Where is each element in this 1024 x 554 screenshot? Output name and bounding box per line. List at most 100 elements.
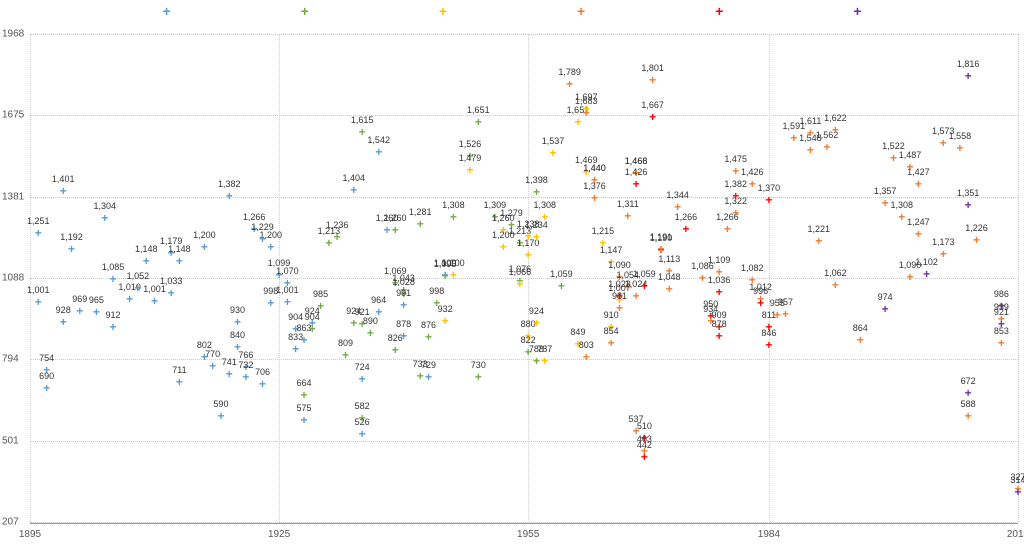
data-point: +981 — [616, 302, 623, 314]
gridline-horizontal — [30, 359, 1018, 360]
data-label: 1,440 — [583, 163, 606, 173]
legend-marker: + — [853, 4, 861, 18]
data-label: 833 — [288, 332, 303, 342]
data-label: 904 — [305, 312, 320, 322]
data-label: 1,028 — [392, 277, 415, 287]
data-point: +1,401 — [60, 185, 67, 197]
data-marker: + — [541, 355, 548, 367]
data-point: +955 — [774, 309, 781, 321]
data-marker: + — [915, 228, 922, 240]
data-marker: + — [824, 141, 831, 153]
data-point: +974 — [882, 303, 889, 315]
data-label: 921 — [355, 307, 370, 317]
data-marker: + — [234, 316, 241, 328]
plot-area: +1,251+1,001+754+690+1,401+928+1,192+969… — [30, 34, 1018, 522]
data-point: +1,651 — [574, 116, 581, 128]
data-label: 1,192 — [60, 232, 83, 242]
data-point: +991 — [400, 299, 407, 311]
data-marker: + — [400, 288, 407, 300]
data-marker: + — [591, 192, 598, 204]
y-tick-label: 1675 — [2, 110, 24, 121]
data-marker: + — [359, 318, 366, 330]
data-marker: + — [267, 241, 274, 253]
data-label: 1,001 — [143, 284, 166, 294]
data-point: +853 — [998, 337, 1005, 349]
data-label: 582 — [355, 401, 370, 411]
data-marker: + — [533, 355, 540, 367]
data-marker: + — [633, 178, 640, 190]
data-point: +729 — [425, 371, 432, 383]
data-label: 1,309 — [484, 200, 507, 210]
data-point: +904 — [309, 323, 316, 335]
data-marker: + — [998, 337, 1005, 349]
data-point: +510 — [641, 432, 648, 444]
data-point: +1,033 — [168, 287, 175, 299]
data-label: 1,260 — [376, 213, 399, 223]
data-label: 733 — [413, 359, 428, 369]
data-marker: + — [143, 255, 150, 267]
data-marker: + — [284, 296, 291, 308]
data-label: 732 — [238, 360, 253, 370]
legend-item: + — [715, 4, 723, 18]
data-marker: + — [666, 265, 673, 277]
data-marker: + — [242, 361, 249, 373]
data-point: +1,308 — [898, 211, 905, 223]
data-marker: + — [35, 296, 42, 308]
data-label: 934 — [703, 304, 718, 314]
data-point: +732 — [242, 371, 249, 383]
data-point: +890 — [367, 327, 374, 339]
data-label: 1,651 — [567, 105, 590, 115]
data-label: 1,548 — [799, 133, 822, 143]
y-tick-label: 1381 — [2, 191, 24, 202]
data-point: +930 — [234, 316, 241, 328]
data-marker: + — [467, 164, 474, 176]
data-marker: + — [516, 237, 523, 249]
data-point: +1,469 — [583, 166, 590, 178]
data-point: +921 — [359, 318, 366, 330]
data-label: 1,095 — [434, 259, 457, 269]
data-point: +1,200 — [500, 241, 507, 253]
data-label: 1,311 — [617, 199, 639, 209]
gridline-vertical — [769, 34, 770, 522]
data-label: 912 — [105, 310, 120, 320]
data-point: +1,789 — [566, 78, 573, 90]
data-marker: + — [973, 234, 980, 246]
data-marker: + — [350, 317, 357, 329]
data-point: +996 — [757, 297, 764, 309]
data-marker: + — [475, 371, 482, 383]
data-marker: + — [583, 103, 590, 115]
data-label: 1,007 — [608, 283, 631, 293]
data-point: +1,427 — [915, 178, 922, 190]
data-label: 1,466 — [625, 156, 648, 166]
data-marker: + — [375, 306, 382, 318]
data-marker: + — [43, 382, 50, 394]
data-point: +1,651 — [475, 116, 482, 128]
data-point: +1,281 — [417, 218, 424, 230]
data-marker: + — [749, 178, 756, 190]
data-point: +1,028 — [400, 288, 407, 300]
data-marker: + — [201, 351, 208, 363]
data-marker: + — [550, 147, 557, 159]
data-marker: + — [583, 351, 590, 363]
data-label: 1,200 — [193, 230, 216, 240]
data-point: +1,522 — [890, 152, 897, 164]
data-marker: + — [151, 295, 158, 307]
data-point: +1,251 — [35, 227, 42, 239]
data-point: +1,526 — [467, 150, 474, 162]
data-label: 724 — [355, 362, 370, 372]
data-label: 1,090 — [899, 260, 922, 270]
gridline-horizontal — [30, 197, 1018, 198]
data-marker: + — [591, 174, 598, 186]
data-label: 1,308 — [890, 200, 913, 210]
data-point: +1,266 — [251, 223, 258, 235]
data-label: 1,213 — [318, 226, 341, 236]
data-point: +1,548 — [807, 144, 814, 156]
data-label: 1,475 — [724, 154, 747, 164]
data-label: 1,404 — [343, 173, 366, 183]
data-label: 1,537 — [542, 136, 565, 146]
data-label: 950 — [703, 299, 718, 309]
data-point: +1,260 — [500, 224, 507, 236]
data-point: +1,308 — [541, 211, 548, 223]
data-marker: + — [649, 111, 656, 123]
legend-marker: + — [439, 4, 447, 18]
